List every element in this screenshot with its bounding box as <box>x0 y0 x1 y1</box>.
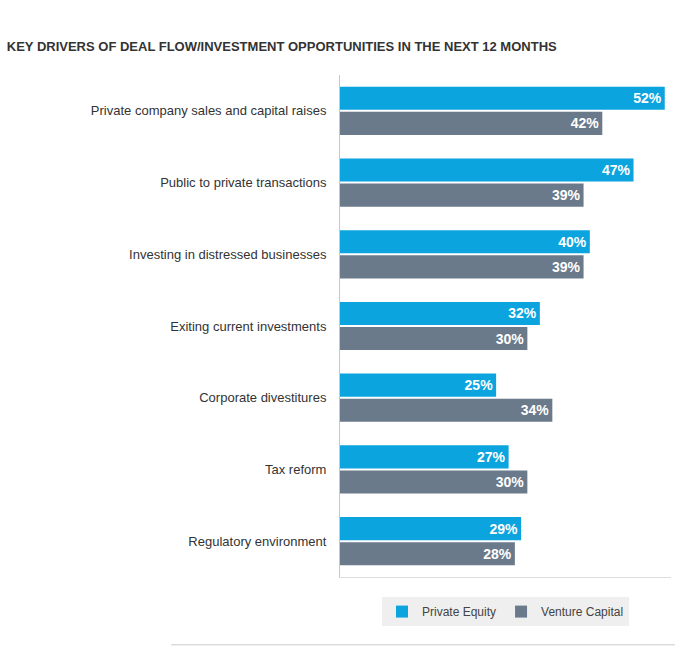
svg-text:29%: 29% <box>490 521 519 537</box>
svg-text:47%: 47% <box>602 162 631 178</box>
svg-text:27%: 27% <box>477 449 506 465</box>
svg-text:32%: 32% <box>508 305 537 321</box>
svg-text:Corporate divestitures: Corporate divestitures <box>199 390 327 405</box>
svg-text:Public to private transactions: Public to private transactions <box>160 175 327 190</box>
svg-text:52%: 52% <box>633 90 662 106</box>
svg-text:30%: 30% <box>496 474 525 490</box>
svg-text:Private company sales and capi: Private company sales and capital raises <box>91 103 327 118</box>
svg-text:Private Equity: Private Equity <box>422 605 496 619</box>
svg-text:39%: 39% <box>552 187 581 203</box>
svg-text:42%: 42% <box>571 115 600 131</box>
svg-text:Investing in distressed busine: Investing in distressed businesses <box>129 247 327 262</box>
svg-text:28%: 28% <box>483 546 512 562</box>
svg-text:Tax reform: Tax reform <box>265 462 326 477</box>
svg-text:Regulatory environment: Regulatory environment <box>188 534 326 549</box>
svg-text:KEY DRIVERS OF DEAL FLOW/INVES: KEY DRIVERS OF DEAL FLOW/INVESTMENT OPPO… <box>7 39 557 54</box>
svg-text:34%: 34% <box>521 402 550 418</box>
svg-text:30%: 30% <box>496 331 525 347</box>
svg-text:Exiting current investments: Exiting current investments <box>170 319 327 334</box>
svg-text:Venture Capital: Venture Capital <box>541 605 623 619</box>
svg-text:40%: 40% <box>558 234 587 250</box>
svg-text:25%: 25% <box>465 377 494 393</box>
svg-text:39%: 39% <box>552 259 581 275</box>
